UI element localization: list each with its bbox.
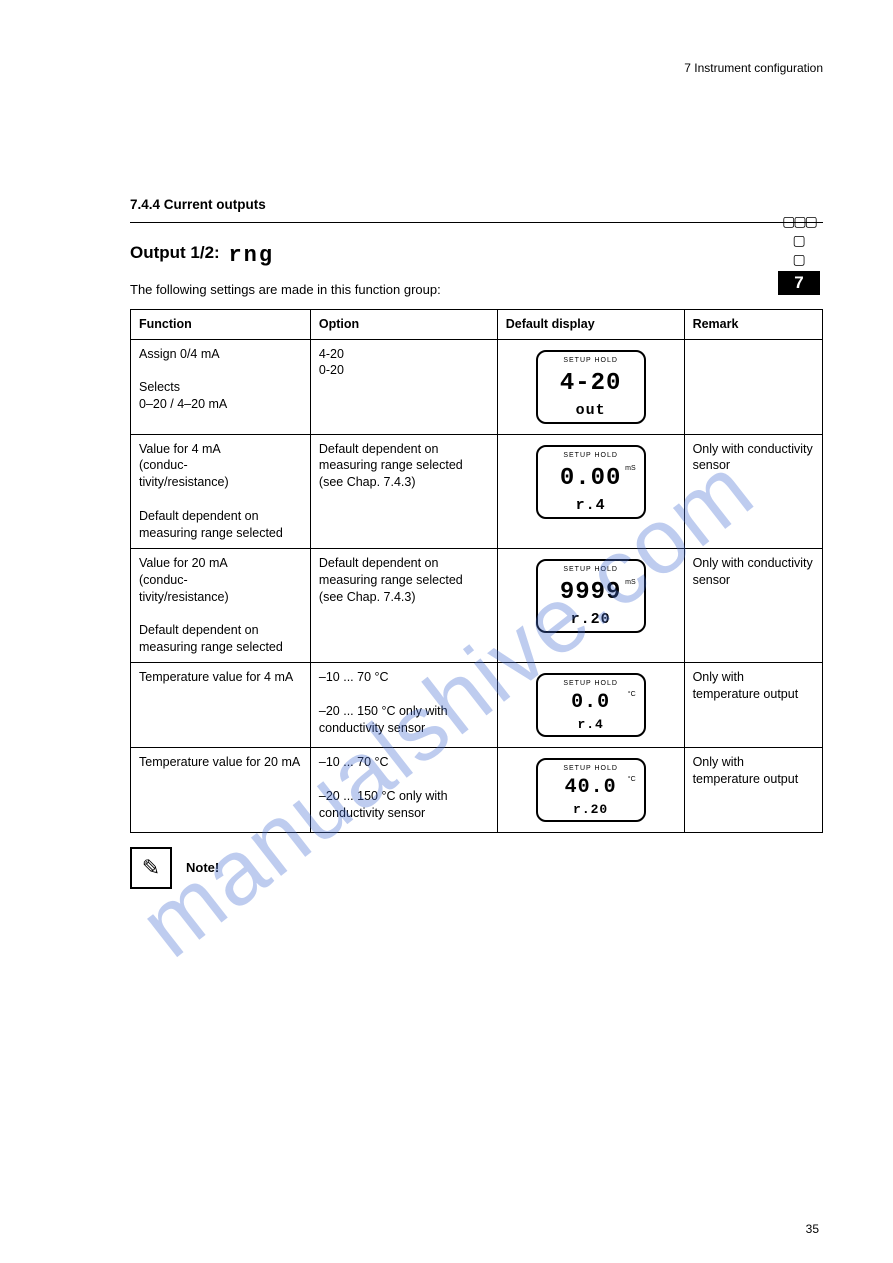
cell-option: –10 ... 70 °C–20 ... 150 °C only with co…: [310, 748, 497, 833]
lcd-display: SETUP HOLD 9999mS r.20: [536, 559, 646, 633]
lcd-sub-value: out: [544, 403, 638, 418]
cell-remark: Only with temperature output: [684, 663, 822, 748]
lcd-unit: mS: [625, 465, 636, 472]
note-label: Note!: [186, 859, 219, 877]
cell-option: Default dependent on measuring range sel…: [310, 548, 497, 662]
section-code-seg: rng: [224, 243, 278, 268]
cell-remark: Only with temperature output: [684, 748, 822, 833]
cell-default-display: SETUP HOLD 9999mS r.20: [497, 548, 684, 662]
lcd-top-label: SETUP HOLD: [544, 451, 638, 460]
lcd-top-label: SETUP HOLD: [544, 565, 638, 574]
settings-table: Function Option Default display Remark A…: [130, 309, 823, 833]
lcd-sub-value: r.20: [544, 803, 638, 816]
section-intro: The following settings are made in this …: [130, 281, 823, 299]
col-default: Default display: [497, 309, 684, 339]
chapter-tab: ▢▢▢▢ ▢ 7: [777, 212, 821, 295]
note-row: ✎ Note!: [130, 847, 823, 889]
lcd-top-label: SETUP HOLD: [544, 764, 638, 773]
lcd-top-label: SETUP HOLD: [544, 356, 638, 365]
col-function: Function: [131, 309, 311, 339]
running-header: 7 Instrument configuration: [130, 60, 823, 76]
cell-option: 4-200-20: [310, 339, 497, 434]
lcd-main-value: 0.00mS: [544, 467, 638, 491]
col-remark: Remark: [684, 309, 822, 339]
cell-remark: [684, 339, 822, 434]
cell-default-display: SETUP HOLD 40.0°C r.20: [497, 748, 684, 833]
lcd-main-value: 9999mS: [544, 581, 638, 605]
table-row: Value for 4 mA(conduc-tivity/resistance)…: [131, 434, 823, 548]
lcd-sub-value: r.20: [544, 612, 638, 627]
cell-default-display: SETUP HOLD 0.0°C r.4: [497, 663, 684, 748]
lcd-main-value: 0.0°C: [544, 693, 638, 713]
cell-function: Temperature value for 20 mA: [131, 748, 311, 833]
lcd-display: SETUP HOLD 4-20 out: [536, 350, 646, 424]
table-row: Assign 0/4 mASelects0–20 / 4–20 mA4-200-…: [131, 339, 823, 434]
lcd-top-label: SETUP HOLD: [544, 679, 638, 688]
cell-default-display: SETUP HOLD 0.00mS r.4: [497, 434, 684, 548]
lcd-sub-value: r.4: [544, 498, 638, 513]
section-title-prefix: Output 1/2:: [130, 243, 220, 262]
section-rule: [130, 222, 823, 223]
cell-remark: Only with conductivity sensor: [684, 548, 822, 662]
cell-remark: Only with conductivity sensor: [684, 434, 822, 548]
cell-option: Default dependent on measuring range sel…: [310, 434, 497, 548]
table-row: Temperature value for 20 mA–10 ... 70 °C…: [131, 748, 823, 833]
lcd-main-value: 40.0°C: [544, 778, 638, 798]
lcd-main-value: 4-20: [544, 372, 638, 396]
section-title: Output 1/2: rng: [130, 241, 823, 271]
table-row: Temperature value for 4 mA–10 ... 70 °C–…: [131, 663, 823, 748]
page-number: 35: [806, 1221, 819, 1237]
lcd-unit: mS: [625, 579, 636, 586]
cell-function: Assign 0/4 mASelects0–20 / 4–20 mA: [131, 339, 311, 434]
lcd-display: SETUP HOLD 40.0°C r.20: [536, 758, 646, 822]
cell-default-display: SETUP HOLD 4-20 out: [497, 339, 684, 434]
lcd-sub-value: r.4: [544, 718, 638, 731]
cell-function: Value for 4 mA(conduc-tivity/resistance)…: [131, 434, 311, 548]
cell-option: –10 ... 70 °C–20 ... 150 °C only with co…: [310, 663, 497, 748]
section-number-title: 7.4.4 Current outputs: [130, 196, 823, 214]
table-row: Value for 20 mA(conduc-tivity/resistance…: [131, 548, 823, 662]
chapter-number-box: 7: [778, 271, 820, 295]
cell-function: Value for 20 mA(conduc-tivity/resistance…: [131, 548, 311, 662]
page: 7 Instrument configuration ▢▢▢▢ ▢ 7 7.4.…: [0, 0, 893, 1263]
col-option: Option: [310, 309, 497, 339]
table-header-row: Function Option Default display Remark: [131, 309, 823, 339]
lcd-display: SETUP HOLD 0.0°C r.4: [536, 673, 646, 737]
lcd-unit: °C: [628, 776, 636, 783]
pencil-icon: ✎: [130, 847, 172, 889]
lcd-unit: °C: [628, 691, 636, 698]
org-chart-icon: ▢▢▢▢ ▢: [777, 212, 821, 269]
lcd-display: SETUP HOLD 0.00mS r.4: [536, 445, 646, 519]
cell-function: Temperature value for 4 mA: [131, 663, 311, 748]
